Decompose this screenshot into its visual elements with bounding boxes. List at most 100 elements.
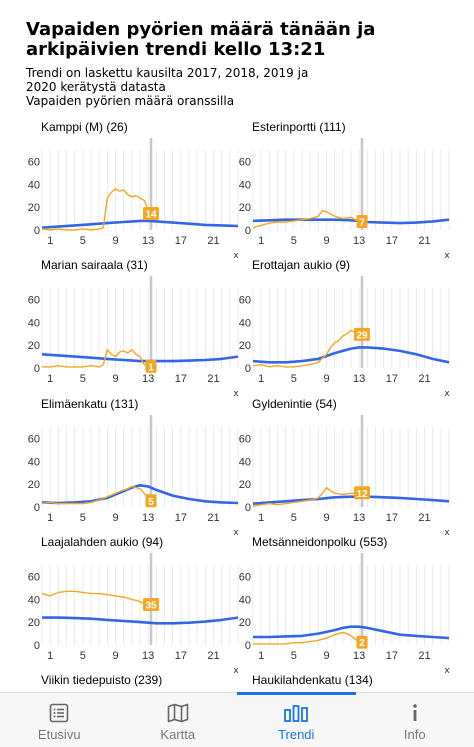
page-subtitle: Trendi on laskettu kausilta 2017, 2018, …	[26, 66, 456, 108]
x-tick-label: 13	[353, 512, 365, 524]
subtitle-line: Trendi on laskettu kausilta 2017, 2018, …	[26, 66, 456, 80]
tab-label: Info	[356, 727, 474, 742]
x-tick-label: 1	[47, 650, 53, 662]
value-badge-label: 7	[359, 218, 365, 229]
tab-info[interactable]: Info	[356, 693, 474, 747]
x-tick-label: 21	[418, 650, 430, 662]
y-tick-label: 20	[239, 340, 251, 352]
subtitle-line: 2020 kerätystä datasta	[26, 80, 456, 94]
y-tick-label: 60	[28, 294, 40, 306]
value-badge-label: 12	[356, 489, 368, 500]
x-tick-label: 1	[258, 650, 264, 662]
y-tick-label: 20	[239, 479, 251, 491]
x-tick-label: 21	[418, 373, 430, 385]
x-tick-label: 5	[291, 235, 297, 247]
x-tick-label: 5	[291, 650, 297, 662]
y-tick-label: 0	[245, 502, 251, 514]
x-tick-label: 9	[323, 373, 329, 385]
y-tick-label: 20	[28, 202, 40, 214]
x-tick-label: 5	[291, 373, 297, 385]
value-badge-label: 1	[148, 362, 154, 373]
x-tick-label: 13	[353, 650, 365, 662]
x-tick-label: 17	[175, 650, 187, 662]
value-badge-label: 29	[356, 330, 368, 341]
y-tick-label: 40	[28, 594, 40, 606]
x-tick-label: 9	[323, 512, 329, 524]
page-title: Vapaiden pyörien määrä tänään ja arkipäi…	[26, 20, 456, 60]
chart-title: Viikin tiedepuisto (239)	[41, 673, 162, 687]
station-chart-partial: Viikin tiedepuisto (239)	[26, 673, 244, 693]
x-tick-label: 17	[175, 373, 187, 385]
x-tick-label: 21	[207, 373, 219, 385]
y-tick-label: 60	[28, 156, 40, 168]
x-tick-label: 13	[353, 373, 365, 385]
y-tick-label: 0	[245, 640, 251, 652]
x-tick-label: 5	[80, 235, 86, 247]
bar-chart-icon	[283, 703, 309, 727]
x-tick-label: 13	[142, 650, 154, 662]
x-tick-label: 1	[47, 512, 53, 524]
x-tick-label: 21	[418, 235, 430, 247]
y-tick-label: 60	[239, 294, 251, 306]
y-tick-label: 60	[28, 433, 40, 445]
y-tick-label: 40	[239, 594, 251, 606]
x-tick-label: 1	[47, 373, 53, 385]
x-tick-label: 9	[112, 235, 118, 247]
x-tick-label: 1	[258, 235, 264, 247]
y-tick-label: 40	[28, 456, 40, 468]
tab-etusivu[interactable]: Etusivu	[0, 693, 119, 747]
subtitle-line: Vapaiden pyörien määrä oranssilla	[26, 94, 456, 108]
x-tick-label: 17	[386, 650, 398, 662]
y-tick-label: 60	[239, 433, 251, 445]
value-badge-label: 2	[359, 638, 365, 649]
y-tick-label: 60	[28, 571, 40, 583]
y-tick-label: 0	[245, 225, 251, 237]
y-tick-label: 40	[28, 179, 40, 191]
page-header: Vapaiden pyörien määrä tänään ja arkipäi…	[26, 20, 456, 108]
tab-label: Trendi	[237, 727, 356, 742]
x-tick-label: 9	[323, 235, 329, 247]
y-tick-label: 60	[239, 571, 251, 583]
station-chart-partial: Haukilahdenkatu (134)	[237, 673, 455, 693]
y-tick-label: 0	[34, 363, 40, 375]
tab-kartta[interactable]: Kartta	[119, 693, 238, 747]
x-tick-label: 9	[112, 373, 118, 385]
x-tick-label: 17	[175, 512, 187, 524]
y-tick-label: 20	[239, 617, 251, 629]
x-tick-label: 13	[142, 235, 154, 247]
x-tick-label: 5	[80, 512, 86, 524]
x-tick-label: 17	[386, 235, 398, 247]
y-tick-label: 40	[239, 179, 251, 191]
y-tick-label: 40	[239, 317, 251, 329]
x-tick-label: 17	[386, 373, 398, 385]
value-badge-label: 35	[145, 601, 157, 612]
list-icon	[49, 703, 69, 727]
y-tick-label: 20	[28, 340, 40, 352]
x-tick-label: 9	[323, 650, 329, 662]
map-icon	[167, 703, 189, 727]
x-tick-label: 1	[47, 235, 53, 247]
x-tick-label: 9	[112, 512, 118, 524]
y-tick-label: 20	[239, 202, 251, 214]
tab-trendi[interactable]: Trendi	[237, 693, 356, 747]
y-tick-label: 20	[28, 479, 40, 491]
y-tick-label: 60	[239, 156, 251, 168]
x-tick-label: 1	[258, 373, 264, 385]
x-tick-label: 17	[386, 512, 398, 524]
x-tick-label: 13	[353, 235, 365, 247]
value-badge-label: 5	[148, 497, 154, 508]
chart-title: Haukilahdenkatu (134)	[252, 673, 373, 687]
x-tick-label: 5	[291, 512, 297, 524]
